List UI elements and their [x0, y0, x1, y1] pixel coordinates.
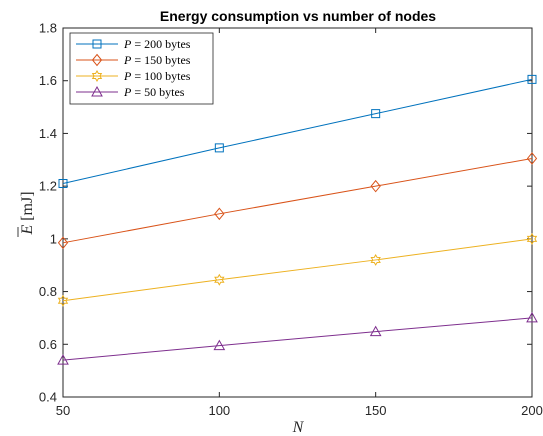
- legend-label-var: P: [123, 85, 132, 99]
- data-point-p-150-bytes: [526, 152, 538, 165]
- x-tick-label: 100: [208, 403, 230, 418]
- series-line-p-50-bytes: [62, 317, 533, 361]
- data-point-p-100-bytes: [214, 273, 225, 286]
- data-point-p-100-bytes: [526, 232, 538, 245]
- legend-label-text: = 200 bytes: [131, 37, 190, 51]
- legend-label-text: = 150 bytes: [131, 53, 190, 67]
- legend-marker-p-50-bytes: [91, 85, 103, 97]
- legend-label-p-200-bytes: P = 200 bytes: [123, 37, 191, 51]
- legend-marker-p-200-bytes: [92, 39, 102, 49]
- legend-marker-p-100-bytes: [91, 70, 103, 82]
- data-point-p-50-bytes: [369, 325, 382, 337]
- legend-label-var: P: [123, 37, 132, 51]
- data-point-p-200-bytes: [371, 109, 381, 119]
- y-axis-label-unit: [mJ]: [19, 191, 36, 220]
- series-line-p-150-bytes: [62, 157, 533, 244]
- legend-marker-p-150-bytes: [91, 53, 103, 67]
- x-tick-label: 50: [56, 403, 70, 418]
- chart-title: Energy consumption vs number of nodes: [160, 8, 436, 24]
- legend-label-text: = 50 bytes: [131, 85, 184, 99]
- y-tick-label: 0.4: [39, 390, 57, 405]
- y-tick-label: 1: [50, 231, 57, 246]
- x-axis: 50 100 150 200: [56, 28, 543, 418]
- legend-label-p-100-bytes: P = 100 bytes: [123, 69, 191, 83]
- data-point-p-150-bytes: [370, 179, 381, 193]
- data-point-p-200-bytes: [527, 74, 537, 84]
- svg-text:E[mJ]: E [mJ]: [19, 191, 36, 235]
- legend-label-text: = 100 bytes: [131, 69, 190, 83]
- y-tick-label: 0.8: [39, 284, 57, 299]
- legend-label-p-50-bytes: P = 50 bytes: [123, 85, 185, 99]
- data-point-p-200-bytes: [214, 143, 224, 153]
- data-point-p-50-bytes: [57, 354, 69, 365]
- data-point-p-150-bytes: [57, 236, 69, 250]
- series-line-p-100-bytes: [62, 238, 533, 302]
- y-tick-label: 1.8: [39, 21, 57, 36]
- data-point-p-200-bytes: [58, 179, 68, 189]
- x-axis-label: N: [292, 419, 305, 436]
- y-tick-label: 0.6: [39, 337, 57, 352]
- y-tick-label: 1.2: [39, 179, 57, 194]
- series-layer: [57, 74, 538, 365]
- legend-label-var: P: [123, 69, 132, 83]
- legend-label-p-150-bytes: P = 150 bytes: [123, 53, 191, 67]
- y-tick-label: 1.6: [39, 73, 57, 88]
- y-axis-label: E [mJ]: [17, 191, 36, 237]
- y-tick-label: 1.4: [39, 126, 57, 141]
- x-tick-label: 200: [521, 403, 543, 418]
- y-axis-label-symbol: E: [19, 225, 36, 236]
- data-point-p-100-bytes: [57, 294, 69, 307]
- data-point-p-100-bytes: [370, 253, 381, 266]
- data-point-p-50-bytes: [213, 339, 226, 351]
- x-tick-label: 150: [365, 403, 387, 418]
- legend-label-var: P: [123, 53, 132, 67]
- series-line-p-200-bytes: [62, 78, 533, 184]
- data-point-p-50-bytes: [526, 311, 538, 323]
- y-axis: 0.4 0.6 0.8 1 1.2 1.4 1.6 1.8: [39, 21, 532, 405]
- data-point-p-150-bytes: [214, 207, 225, 221]
